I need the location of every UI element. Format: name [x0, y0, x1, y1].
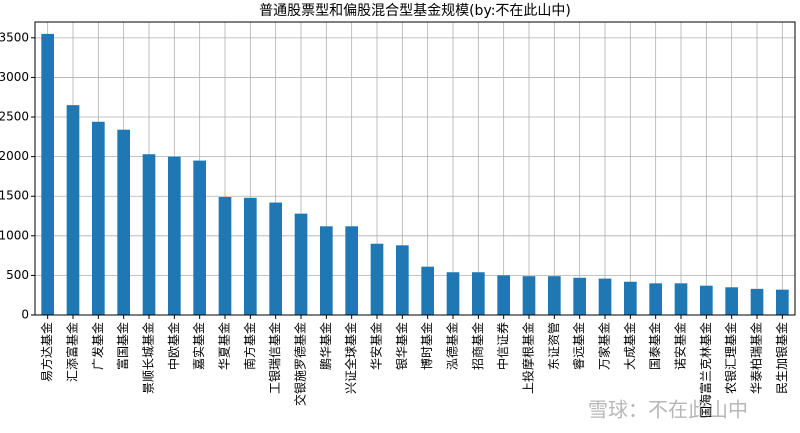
bar	[497, 275, 510, 315]
x-tick-label: 国泰基金	[647, 322, 662, 370]
bar	[117, 129, 130, 315]
bar	[624, 281, 637, 315]
bar	[472, 272, 485, 315]
bar	[168, 156, 181, 315]
bar	[750, 288, 764, 315]
plot-frame	[34, 21, 796, 316]
bar	[294, 213, 308, 315]
bar	[598, 278, 612, 315]
x-tick-label: 汇添富基金	[65, 322, 80, 382]
x-tick-label: 华安基金	[369, 322, 384, 370]
bar	[725, 287, 738, 315]
bar	[700, 285, 713, 315]
y-tick-label: 2500	[0, 110, 29, 124]
x-tick-label: 交银施罗德基金	[293, 322, 308, 406]
bar	[649, 283, 662, 315]
bar	[142, 154, 156, 315]
x-tick-label: 农银汇理基金	[723, 322, 738, 394]
y-tick-label: 2000	[0, 149, 29, 163]
bar	[522, 276, 536, 315]
bar	[446, 272, 460, 315]
x-tick-label: 国海富兰克林基金	[698, 322, 713, 418]
x-tick-label: 中欧基金	[166, 322, 181, 370]
x-tick-label: 万家基金	[597, 322, 612, 370]
x-tick-label: 中信证券	[495, 322, 510, 370]
x-tick-label: 泓德基金	[445, 322, 460, 370]
y-tick-label: 1000	[0, 228, 29, 242]
bar	[320, 226, 333, 315]
bar	[776, 289, 789, 315]
x-tick-label: 工银瑞信基金	[267, 322, 282, 394]
x-tick-label: 民生加银基金	[774, 322, 789, 394]
x-tick-label: 睿远基金	[571, 322, 586, 370]
x-tick-label: 嘉实基金	[191, 322, 206, 370]
bar	[269, 202, 282, 315]
bar	[548, 276, 561, 315]
x-tick-label: 鹏华基金	[318, 322, 333, 370]
bar	[66, 105, 80, 315]
x-tick-label: 华夏基金	[217, 322, 232, 370]
x-tick-label: 银华基金	[394, 322, 409, 370]
y-tick-label: 3000	[0, 70, 29, 84]
bar	[345, 226, 358, 315]
x-tick-label: 华泰柏瑞基金	[749, 322, 764, 394]
y-tick-label: 3500	[0, 30, 29, 44]
x-tick-label: 富国基金	[115, 322, 130, 370]
bar	[421, 266, 434, 315]
x-tick-label: 景顺长城基金	[141, 322, 156, 394]
y-tick-label: 500	[6, 268, 29, 282]
bar	[92, 121, 105, 315]
chart-title: 普通股票型和偏股混合型基金规模(by:不在此山中)	[259, 2, 571, 19]
bar	[193, 160, 206, 315]
y-tick-label: 1500	[0, 189, 29, 203]
x-tick-label: 广发基金	[90, 322, 105, 370]
x-tick-label: 兴证全球基金	[343, 322, 358, 394]
x-tick-label: 招商基金	[470, 322, 485, 370]
bar	[244, 197, 257, 315]
y-tick-label: 0	[21, 308, 29, 322]
x-tick-label: 易方达基金	[39, 322, 54, 382]
x-tick-label: 博时基金	[419, 322, 434, 370]
bar	[370, 243, 384, 315]
x-tick-label: 上投摩根基金	[521, 322, 536, 394]
bar	[218, 197, 232, 315]
x-tick-label: 南方基金	[242, 322, 257, 370]
bar	[41, 33, 54, 315]
x-tick-label: 诺安基金	[673, 322, 688, 370]
bar	[396, 245, 409, 315]
bar	[573, 277, 586, 315]
x-tick-label: 东证资管	[546, 322, 561, 370]
bar	[674, 283, 688, 315]
watermark: 雪球：不在此山中	[588, 398, 748, 422]
x-tick-label: 大成基金	[622, 322, 637, 370]
